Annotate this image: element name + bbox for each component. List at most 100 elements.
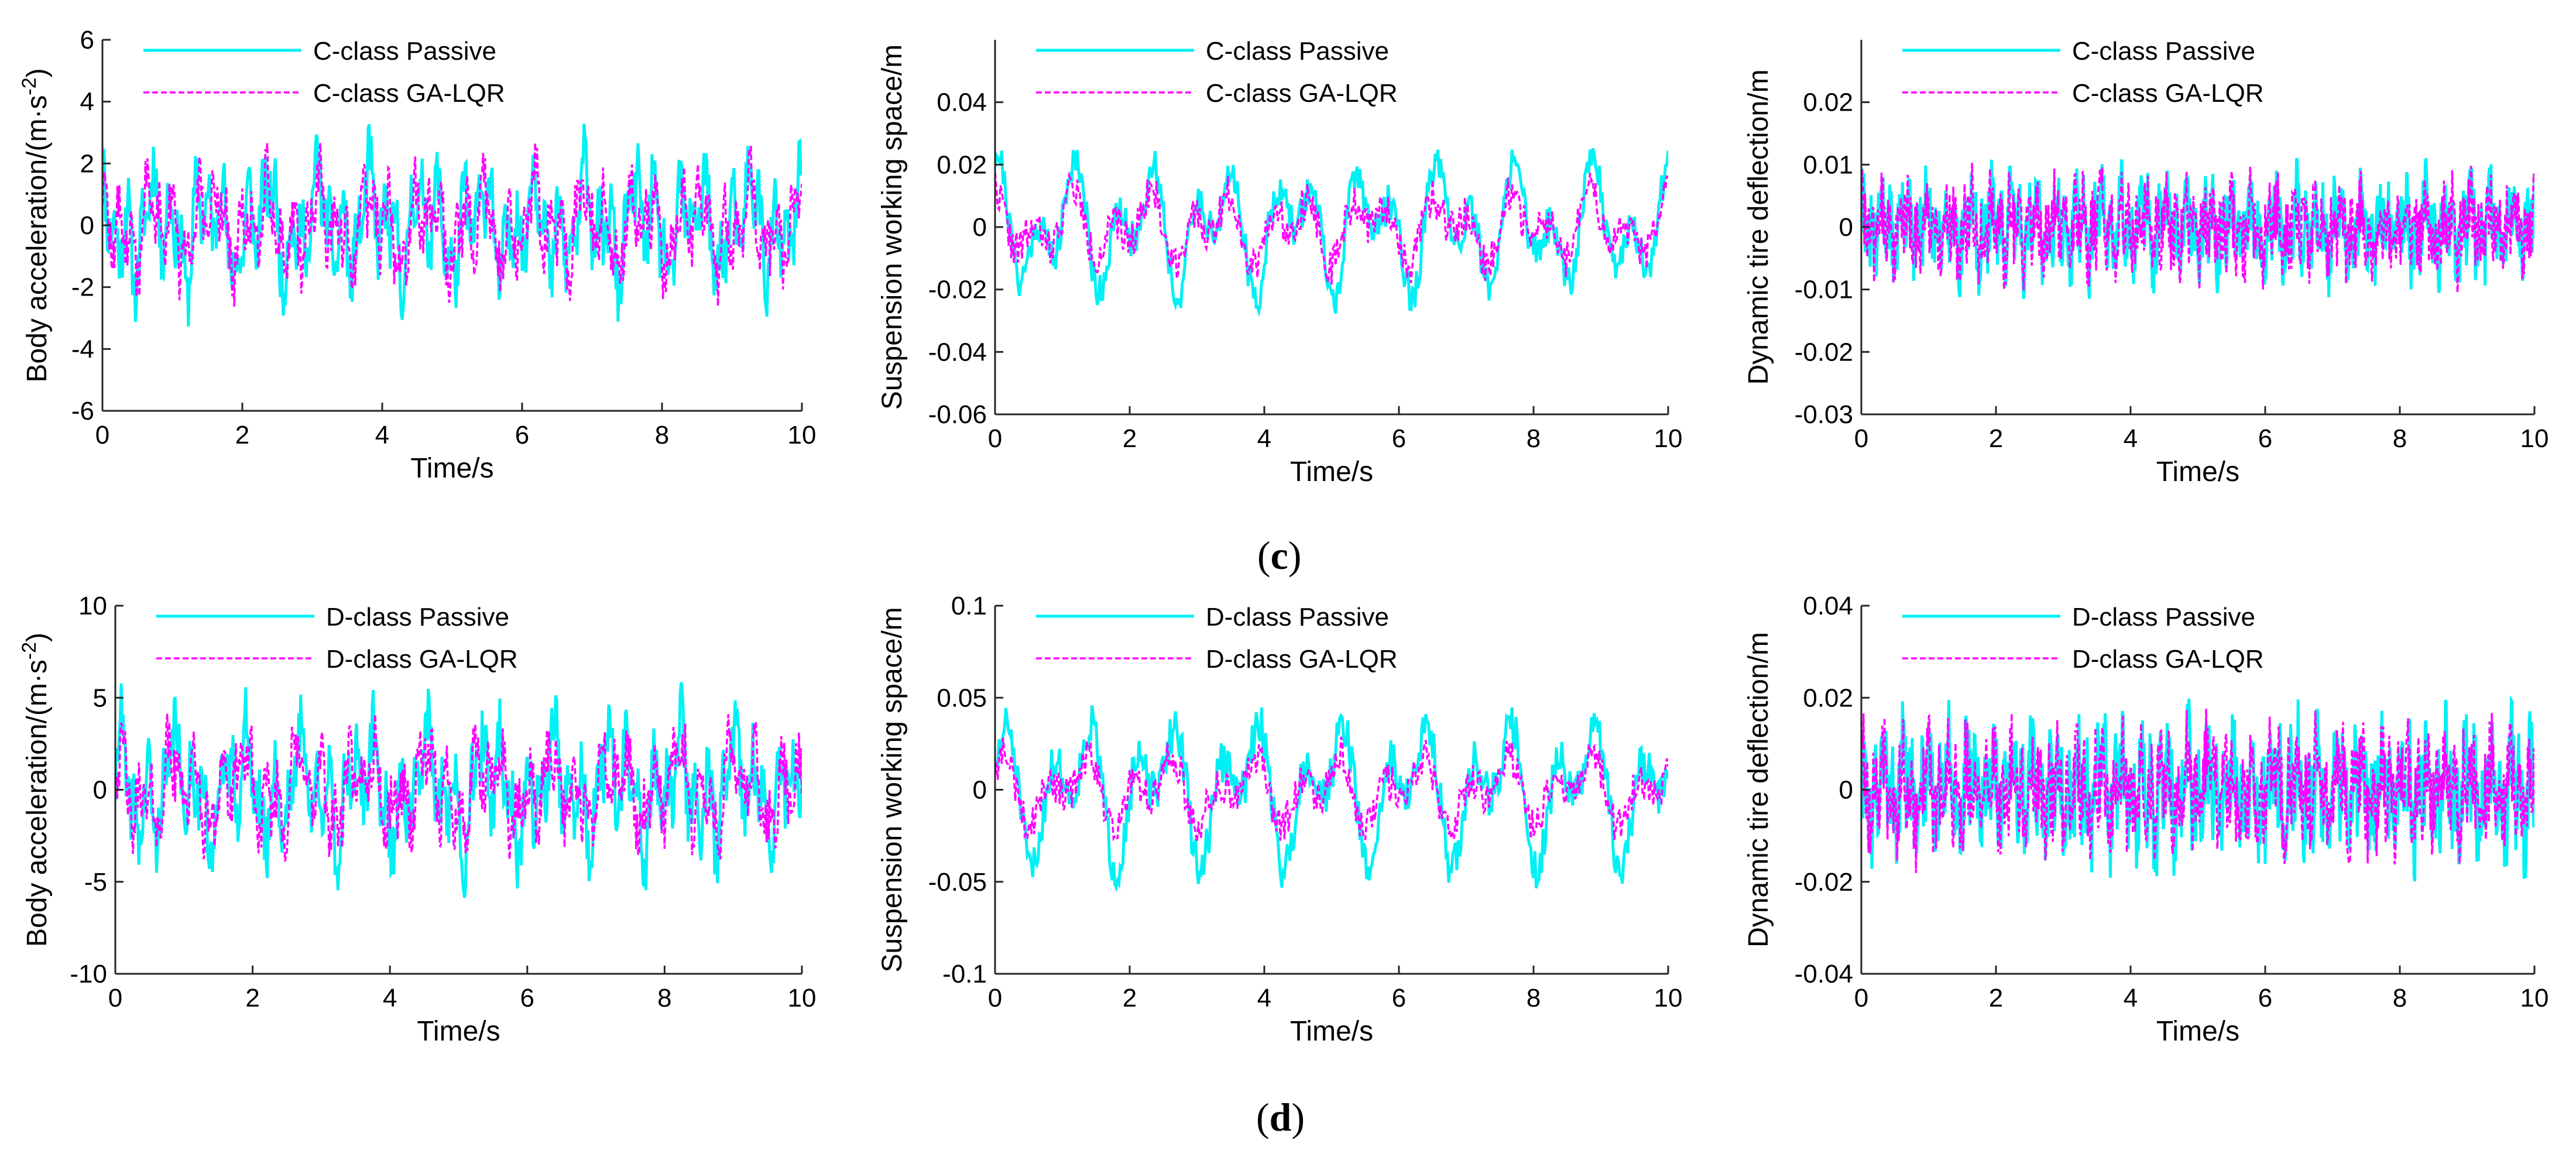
x-tick-label: 10 [2520,424,2549,453]
x-tick-label: 8 [2393,424,2407,453]
x-tick-label: 2 [1123,984,1137,1012]
x-tick-label: 2 [235,421,249,449]
y-axis-label: Dynamic tire deflection/m [1743,632,1774,947]
y-tick-label: -4 [71,335,94,363]
y-tick-label: -0.06 [928,400,987,429]
series-line-ga-lqr [995,172,1668,285]
x-tick-label: 10 [2520,984,2549,1012]
x-tick-label: 0 [108,984,122,1012]
y-tick-label: 0.02 [1803,88,1853,117]
x-tick-label: 4 [375,421,389,449]
y-tick-label: -0.02 [928,276,987,304]
x-tick-label: 6 [2258,984,2272,1012]
y-tick-label: -6 [71,397,94,425]
x-tick-label: 8 [2393,984,2407,1012]
x-tick-label: 2 [245,984,259,1012]
series-line-passive [115,682,802,898]
x-axis-label: Time/s [2156,1016,2239,1047]
x-tick-label: 0 [1854,984,1868,1012]
legend-label-passive: D-class Passive [1206,603,1389,631]
x-tick-label: 2 [1123,424,1137,453]
x-tick-label: 10 [1654,984,1683,1012]
x-tick-label: 0 [988,984,1002,1012]
y-tick-label: -0.01 [1795,276,1853,304]
x-axis-label: Time/s [410,453,493,484]
y-tick-label: -0.02 [1795,868,1853,897]
x-tick-label: 4 [2124,984,2138,1012]
x-tick-label: 6 [520,984,534,1012]
y-axis-label: Suspension working space/m [877,44,908,410]
chart-c1: 0 2 4 6 8 10 -6 -4 -2 0 2 4 6 Time/s Body acceleration… [18,26,816,484]
y-tick-label: -0.04 [1795,960,1853,988]
x-tick-label: 4 [1257,984,1271,1012]
x-tick-label: 6 [515,421,529,449]
x-tick-label: 8 [655,421,669,449]
y-tick-label: -0.05 [928,868,987,897]
caption-c: (c) [1257,533,1302,578]
chart-d3: 0 2 4 6 8 10 -0.04 -0.02 0 0.02 0.04 Time/s Dynamic … [1743,592,2548,1047]
y-tick-label: 4 [80,88,94,116]
y-tick-label: 0.1 [951,592,987,620]
x-tick-label: 6 [2258,424,2272,453]
y-tick-label: 0.02 [937,150,987,179]
legend-label-ga-lqr: C-class GA-LQR [2072,79,2264,108]
y-tick-label: 0 [973,213,987,242]
chart-c2: 0 2 4 6 8 10 -0.06 -0.04 -0.02 0 0.02 0.04 Time/s Sus… [877,37,1682,487]
y-tick-label: 0 [93,776,107,805]
series-line-passive [995,147,1668,317]
x-tick-label: 8 [657,984,671,1012]
x-tick-label: 0 [988,424,1002,453]
y-tick-label: 0 [80,211,94,240]
y-tick-label: 0 [973,776,987,805]
series-line-ga-lqr [115,713,802,862]
y-tick-label: -0.1 [942,960,987,988]
legend-label-passive: C-class Passive [313,37,496,66]
y-tick-label: 6 [80,26,94,54]
caption-d: (d) [1256,1095,1305,1139]
y-tick-label: 0 [1839,776,1853,805]
chart-c3: 0 2 4 6 8 10 -0.03 -0.02 -0.01 0 0.01 0.02 Time/s Dyn… [1743,37,2548,487]
x-tick-label: 2 [1989,424,2003,453]
chart-d1: 0 2 4 6 8 10 -10 -5 0 5 10 Time/s Body acceleration/… [18,592,816,1047]
y-tick-label: 5 [93,684,107,712]
y-axis-label: Body acceleration/(m·s-2) [18,68,53,382]
legend-label-ga-lqr: D-class GA-LQR [1206,645,1398,674]
legend-label-ga-lqr: C-class GA-LQR [313,79,505,108]
x-axis-label: Time/s [1290,1016,1373,1047]
x-tick-label: 4 [2124,424,2138,453]
y-tick-label: -2 [71,273,94,302]
legend-label-passive: D-class Passive [2072,603,2255,631]
series-line-ga-lqr [995,736,1668,843]
legend-label-passive: D-class Passive [326,603,509,631]
y-axis-label: Dynamic tire deflection/m [1743,70,1774,385]
x-tick-label: 4 [1257,424,1271,453]
x-tick-label: 10 [1654,424,1683,453]
x-axis-label: Time/s [417,1016,500,1047]
y-tick-label: 0.05 [937,684,987,712]
x-tick-label: 0 [1854,424,1868,453]
x-tick-label: 6 [1392,984,1406,1012]
x-axis-label: Time/s [1290,456,1373,487]
legend-label-passive: C-class Passive [1206,37,1389,66]
chart-d2: 0 2 4 6 8 10 -0.1 -0.05 0 0.05 0.1 Time/s Suspension… [877,592,1682,1047]
legend-label-passive: C-class Passive [2072,37,2255,66]
x-tick-label: 4 [383,984,397,1012]
x-tick-label: 6 [1392,424,1406,453]
series-line-ga-lqr [102,142,802,307]
y-tick-label: -5 [84,868,107,897]
y-tick-label: -0.02 [1795,338,1853,366]
legend-label-ga-lqr: D-class GA-LQR [2072,645,2264,674]
y-tick-label: -10 [70,960,107,988]
y-tick-label: 0.01 [1803,150,1853,179]
y-axis-label: Suspension working space/m [877,607,908,972]
x-tick-label: 2 [1989,984,2003,1012]
x-tick-label: 10 [788,984,817,1012]
y-tick-label: -0.03 [1795,400,1853,429]
x-tick-label: 10 [788,421,817,449]
x-tick-label: 8 [1527,984,1541,1012]
y-tick-label: 2 [80,149,94,178]
y-tick-label: 10 [78,592,107,620]
x-axis-label: Time/s [2156,456,2239,487]
